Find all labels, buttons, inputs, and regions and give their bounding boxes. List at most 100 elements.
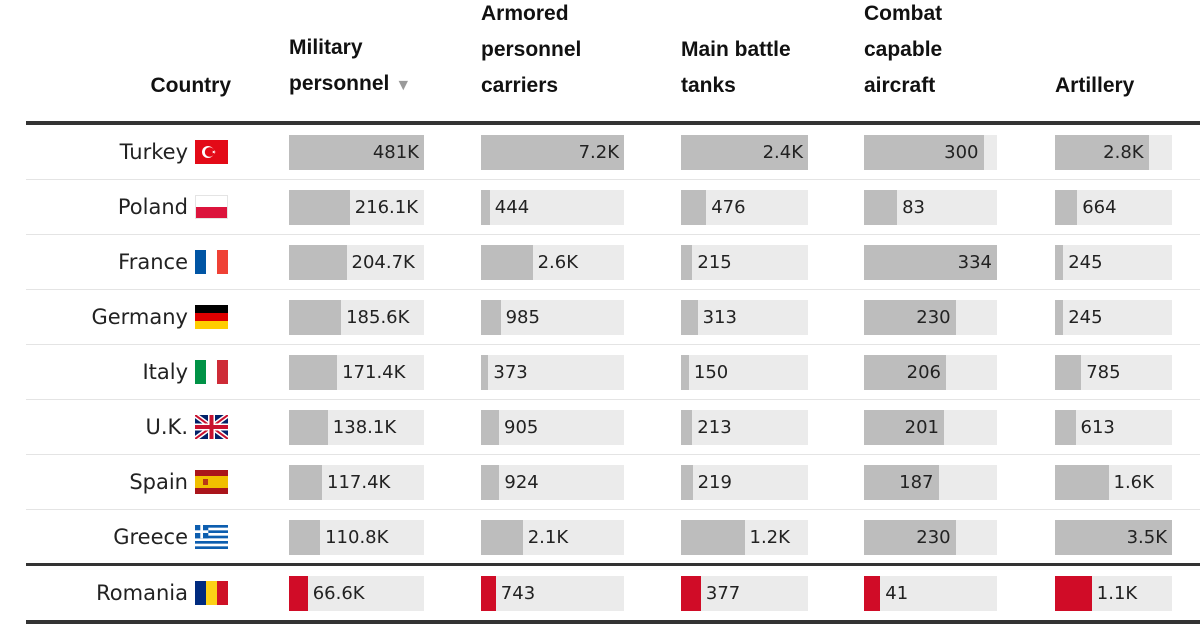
apc-value-label: 2.6K — [537, 252, 579, 273]
apc-value-label: 985 — [505, 307, 540, 328]
table-row[interactable]: Poland 216.1K 444 476 83 664 — [0, 180, 1200, 235]
aircraft-value-label: 201 — [904, 417, 939, 438]
tanks-cell: 476 — [681, 190, 808, 225]
table-row[interactable]: Turkey 481K 7.2K 2.4K 300 2.8K — [0, 125, 1200, 180]
apc-bar — [481, 135, 624, 170]
tanks-bar — [681, 355, 689, 390]
artillery-value-label: 613 — [1080, 417, 1115, 438]
artillery-bar — [1055, 135, 1149, 170]
personnel-bar — [289, 465, 322, 500]
row-divider — [26, 289, 1200, 290]
personnel-cell: 138.1K — [289, 410, 424, 445]
personnel-bar — [289, 520, 321, 555]
artillery-cell: 664 — [1055, 190, 1172, 225]
italy-flag-icon — [195, 360, 228, 384]
header-artillery[interactable]: Artillery — [1055, 74, 1135, 97]
personnel-cell: 481K — [289, 135, 424, 170]
aircraft-value-label: 83 — [902, 197, 925, 218]
artillery-cell: 2.8K — [1055, 135, 1172, 170]
apc-cell: 2.6K — [481, 245, 624, 280]
personnel-cell: 185.6K — [289, 300, 424, 335]
artillery-cell: 1.6K — [1055, 465, 1172, 500]
table-row[interactable]: Greece 110.8K 2.1K 1.2K 230 3.5K — [0, 510, 1200, 565]
header-combat-capable-aircraft[interactable]: Combat capable aircraft — [864, 2, 943, 97]
artillery-cell: 785 — [1055, 355, 1172, 390]
header-personnel-label: Military personnel — [289, 36, 390, 95]
row-divider — [26, 234, 1200, 235]
uk-flag-icon — [195, 415, 228, 439]
row-divider — [26, 454, 1200, 455]
aircraft-bar — [864, 465, 939, 500]
header-armored-personnel-carriers[interactable]: Armored personnel carriers — [481, 2, 582, 97]
aircraft-bar — [864, 355, 946, 390]
country-name: France — [118, 250, 188, 274]
personnel-bar — [289, 576, 308, 611]
table-row[interactable]: Spain 117.4K 924 219 187 1.6K — [0, 455, 1200, 510]
personnel-value-label: 481K — [372, 142, 419, 163]
personnel-cell: 117.4K — [289, 465, 424, 500]
aircraft-cell: 201 — [864, 410, 997, 445]
tanks-value-label: 213 — [697, 417, 732, 438]
personnel-bar — [289, 300, 342, 335]
artillery-value-label: 245 — [1068, 307, 1103, 328]
apc-bar — [481, 190, 490, 225]
table-row[interactable]: U.K. 138.1K 905 213 201 613 — [0, 400, 1200, 455]
table-row[interactable]: Italy 171.4K 373 150 206 785 — [0, 345, 1200, 400]
header-military-personnel[interactable]: Military personnel ▼ — [289, 30, 439, 104]
apc-bar — [481, 465, 500, 500]
row-divider — [26, 399, 1200, 400]
apc-bar — [481, 520, 523, 555]
personnel-value-label: 185.6K — [346, 307, 410, 328]
tanks-bar — [681, 410, 693, 445]
sort-descending-icon[interactable]: ▼ — [395, 77, 412, 94]
personnel-bar — [289, 135, 424, 170]
tanks-value-label: 476 — [711, 197, 746, 218]
tanks-value-label: 313 — [702, 307, 737, 328]
aircraft-cell: 41 — [864, 576, 997, 611]
apc-value-label: 7.2K — [578, 142, 619, 163]
apc-cell: 743 — [481, 576, 624, 611]
artillery-value-label: 3.5K — [1126, 527, 1167, 548]
country-name: Turkey — [119, 140, 188, 164]
tanks-bar — [681, 135, 808, 170]
country-name: Spain — [129, 470, 188, 494]
table-row[interactable]: France 204.7K 2.6K 215 334 245 — [0, 235, 1200, 290]
tanks-value-label: 219 — [697, 472, 732, 493]
country-name: Italy — [142, 360, 188, 384]
tanks-cell: 2.4K — [681, 135, 808, 170]
artillery-cell: 613 — [1055, 410, 1172, 445]
apc-bar — [481, 355, 489, 390]
aircraft-bar — [864, 410, 944, 445]
apc-value-label: 373 — [493, 362, 528, 383]
table-row[interactable]: Germany 185.6K 985 313 230 245 — [0, 290, 1200, 345]
personnel-value-label: 171.4K — [342, 362, 406, 383]
row-divider — [26, 509, 1200, 510]
tanks-cell: 377 — [681, 576, 808, 611]
aircraft-bar — [864, 135, 984, 170]
country-name: Romania — [96, 581, 188, 605]
personnel-bar — [289, 190, 350, 225]
apc-cell: 373 — [481, 355, 624, 390]
header-country[interactable]: Country — [150, 74, 232, 97]
aircraft-cell: 206 — [864, 355, 997, 390]
personnel-bar — [289, 410, 328, 445]
tanks-cell: 1.2K — [681, 520, 808, 555]
table-row[interactable]: Romania 66.6K 743 377 41 1.1K — [0, 566, 1200, 621]
country-name: U.K. — [145, 415, 189, 439]
highlight-separator-rule — [26, 563, 1200, 566]
aircraft-cell: 300 — [864, 135, 997, 170]
header-main-battle-tanks[interactable]: Main battle tanks — [681, 38, 791, 97]
tanks-bar — [681, 190, 707, 225]
personnel-cell: 216.1K — [289, 190, 424, 225]
apc-cell: 985 — [481, 300, 624, 335]
artillery-bar — [1055, 300, 1064, 335]
aircraft-bar — [864, 300, 956, 335]
tanks-value-label: 215 — [697, 252, 732, 273]
aircraft-cell: 230 — [864, 520, 997, 555]
row-divider — [26, 179, 1200, 180]
aircraft-value-label: 41 — [885, 583, 909, 604]
tanks-bar — [681, 520, 745, 555]
aircraft-value-label: 230 — [916, 527, 951, 548]
personnel-value-label: 117.4K — [327, 472, 391, 493]
personnel-value-label: 66.6K — [312, 583, 365, 604]
